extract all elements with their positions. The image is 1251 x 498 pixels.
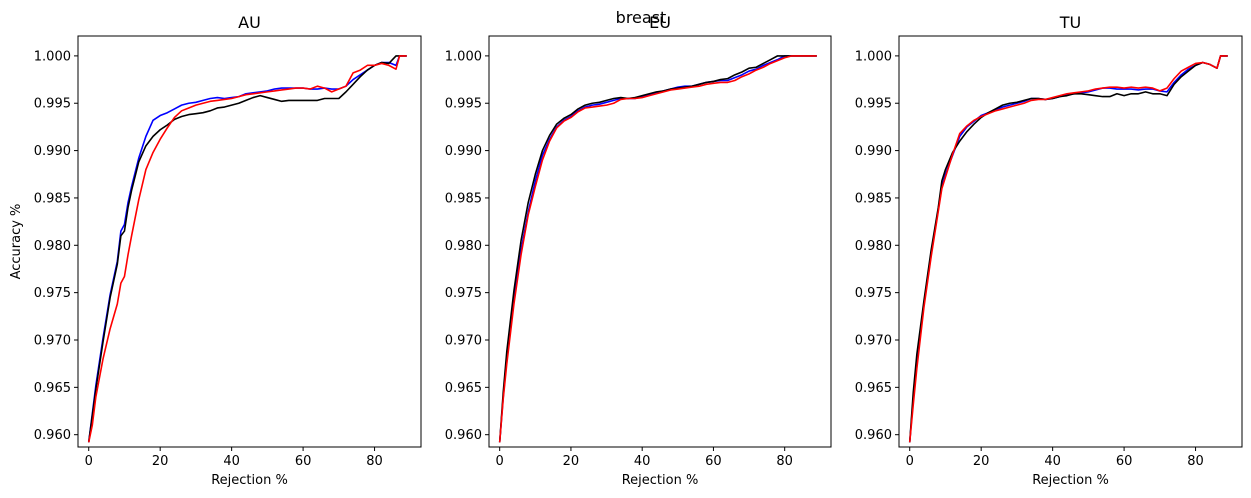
eu-y-tick-label: 0.970 xyxy=(445,333,482,348)
eu-y-tick-label: 0.985 xyxy=(445,191,482,206)
tu-red-series-line xyxy=(908,55,1228,443)
eu-y-tick-label: 0.995 xyxy=(445,97,482,112)
au-x-axis-label: Rejection % xyxy=(211,473,288,488)
au-x-tick-label: 60 xyxy=(295,454,312,469)
eu-x-tick-label: 40 xyxy=(634,454,651,469)
eu-x-tick-label: 20 xyxy=(563,454,580,469)
au-y-tick-label: 0.985 xyxy=(34,191,71,206)
eu-x-tick-label: 60 xyxy=(705,454,722,469)
eu-y-tick-label: 0.965 xyxy=(445,381,482,396)
tu-x-tick-label: 60 xyxy=(1116,454,1133,469)
eu-x-tick-label: 80 xyxy=(776,454,793,469)
eu-y-tick-label: 0.980 xyxy=(445,239,482,254)
eu-axes-frame xyxy=(488,35,832,448)
eu-y-tick-label: 0.990 xyxy=(445,144,482,159)
eu-title: EU xyxy=(649,13,671,32)
eu-red-series-line xyxy=(498,55,817,443)
eu-y-tick-label: 1.000 xyxy=(445,49,482,64)
au-axes-frame xyxy=(77,35,422,448)
tu-y-tick-label: 0.960 xyxy=(855,428,892,443)
au-x-tick-label: 40 xyxy=(223,454,240,469)
tu-x-axis-label: Rejection % xyxy=(1032,473,1109,488)
au-y-tick-label: 0.960 xyxy=(34,428,71,443)
au-x-tick-label: 0 xyxy=(85,454,93,469)
subplot-tu: TU 0 20 40 60 80 0.960 0.965 0.970 0.975 0.980 0.98… xyxy=(855,13,1243,488)
tu-axes-frame xyxy=(898,35,1243,448)
eu-x-tick-label: 0 xyxy=(496,454,504,469)
tu-y-tick-label: 1.000 xyxy=(855,49,892,64)
tu-y-tick-label: 0.970 xyxy=(855,333,892,348)
au-y-tick-label: 0.965 xyxy=(34,381,71,396)
tu-y-tick-label: 0.990 xyxy=(855,144,892,159)
tu-y-tick-label: 0.995 xyxy=(855,97,892,112)
figure-suptitle: breast xyxy=(616,8,667,27)
eu-y-tick-label: 0.975 xyxy=(445,286,482,301)
tu-title: TU xyxy=(1059,13,1081,32)
au-red-series-line xyxy=(87,55,407,443)
au-y-tick-label: 0.995 xyxy=(34,97,71,112)
tu-x-tick-label: 40 xyxy=(1044,454,1061,469)
au-x-tick-label: 20 xyxy=(152,454,169,469)
au-title: AU xyxy=(238,13,261,32)
tu-y-tick-label: 0.975 xyxy=(855,286,892,301)
subplot-eu: EU 0 20 40 60 80 0.960 0.965 0.970 0.975 0.980 0.98… xyxy=(445,13,832,488)
tu-y-tick-label: 0.965 xyxy=(855,381,892,396)
au-black-series-line xyxy=(87,55,407,443)
eu-x-axis-label: Rejection % xyxy=(622,473,699,488)
au-y-tick-label: 1.000 xyxy=(34,49,71,64)
au-y-axis-label: Accuracy % xyxy=(9,204,24,280)
eu-black-series-line xyxy=(498,55,817,443)
tu-black-series-line xyxy=(908,55,1228,443)
tu-y-tick-label: 0.985 xyxy=(855,191,892,206)
au-y-tick-label: 0.990 xyxy=(34,144,71,159)
tu-x-tick-label: 0 xyxy=(906,454,914,469)
au-y-tick-label: 0.975 xyxy=(34,286,71,301)
au-y-tick-label: 0.970 xyxy=(34,333,71,348)
eu-blue-series-line xyxy=(498,55,817,443)
tu-x-tick-label: 20 xyxy=(973,454,990,469)
tu-y-tick-label: 0.980 xyxy=(855,239,892,254)
subplot-au: AU 0 20 40 60 80 0.960 0.965 0.970 0.975 0.980 0.98… xyxy=(9,13,422,488)
au-x-tick-label: 80 xyxy=(366,454,383,469)
tu-x-tick-label: 80 xyxy=(1187,454,1204,469)
eu-y-tick-label: 0.960 xyxy=(445,428,482,443)
au-y-tick-label: 0.980 xyxy=(34,239,71,254)
